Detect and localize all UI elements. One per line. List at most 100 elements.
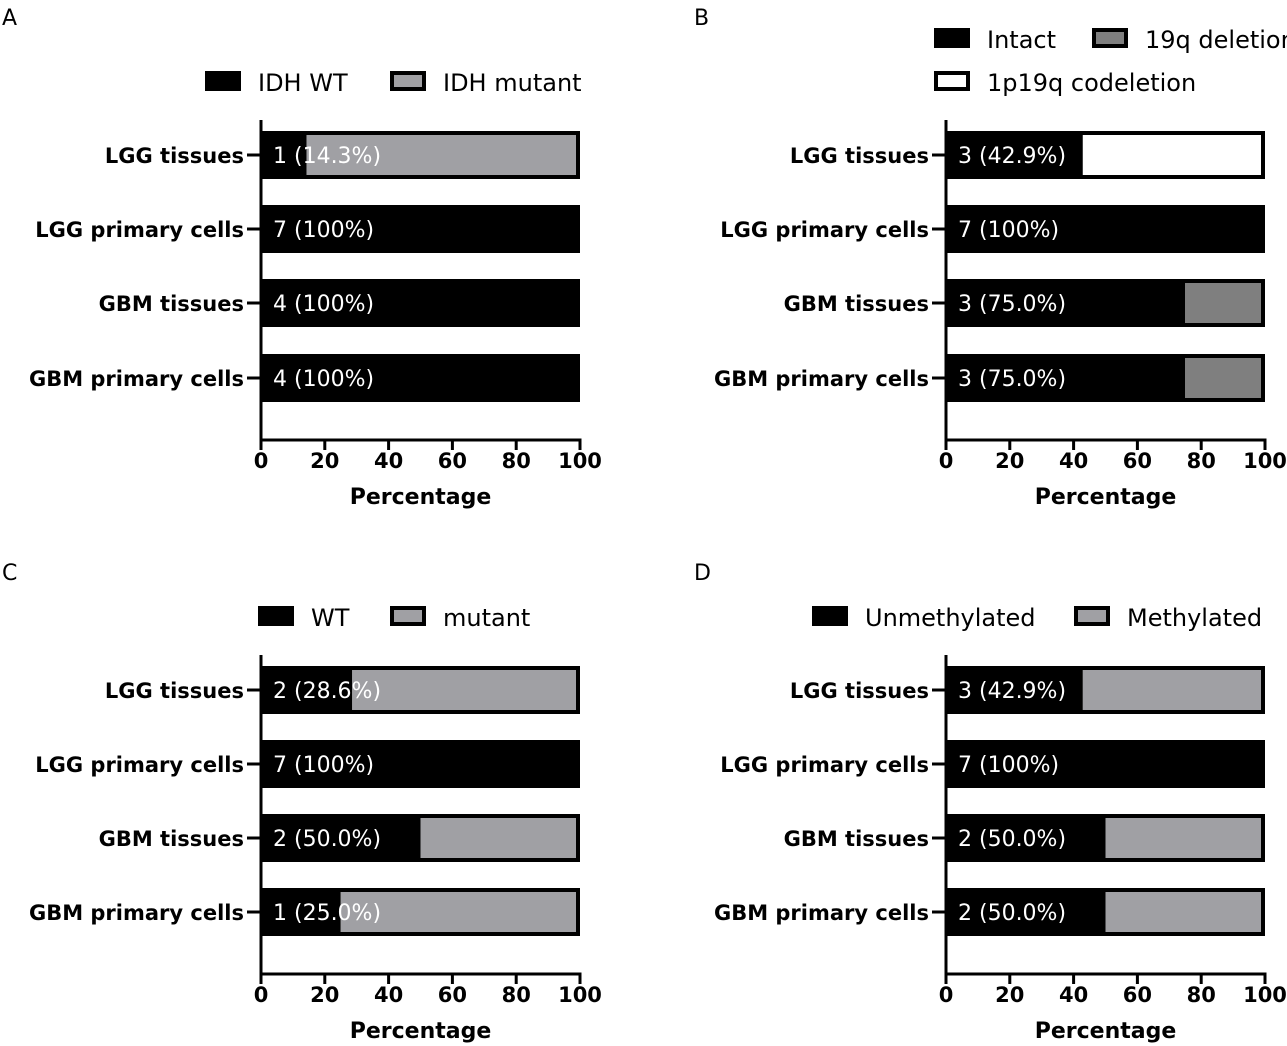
x-tick-label: 40 xyxy=(1059,983,1088,1007)
legend-swatch xyxy=(1074,606,1110,626)
legend-item-19q-deletion: 19q deletion xyxy=(1092,26,1287,54)
bar-segment-idh-wt xyxy=(261,205,580,253)
bar-label: 2 (50.0%) xyxy=(958,901,1066,926)
bar-outline xyxy=(261,131,580,179)
x-tick-label: 20 xyxy=(995,449,1024,473)
bar-label: 7 (100%) xyxy=(273,218,374,243)
legend-swatch xyxy=(1092,28,1128,48)
bar-group-lgg-primary-cells: 7 (100%) LGG primary cells xyxy=(35,205,580,253)
bar-segment-intact xyxy=(946,205,1265,253)
bar-outline xyxy=(946,814,1265,862)
bar-segment-idh-wt xyxy=(261,279,580,327)
x-axis-title: Percentage xyxy=(1035,485,1177,510)
legend-swatch xyxy=(812,606,848,626)
bar-segment-unmethylated xyxy=(946,666,1083,714)
bar-label: 3 (75.0%) xyxy=(958,367,1066,392)
bar-group-lgg-primary-cells: 7 (100%) LGG primary cells xyxy=(720,205,1265,253)
legend-label: WT xyxy=(311,604,350,632)
x-tick-label: 60 xyxy=(438,983,467,1007)
legend-item-idh-mutant: IDH mutant xyxy=(390,69,582,97)
bar-group-lgg-tissues: 2 (28.6%) LGG tissues xyxy=(105,666,580,714)
bar-segment-intact xyxy=(946,354,1186,402)
legend-swatch xyxy=(934,71,970,91)
category-label: LGG primary cells xyxy=(720,218,929,242)
category-label: GBM primary cells xyxy=(29,901,244,925)
bar-outline xyxy=(261,740,580,788)
x-tick-label: 80 xyxy=(502,449,531,473)
bar-segment-mutant xyxy=(420,814,580,862)
category-label: GBM tissues xyxy=(784,292,929,316)
bar-group-gbm-tissues: 2 (50.0%) GBM tissues xyxy=(784,814,1265,862)
x-tick-label: 40 xyxy=(374,449,403,473)
bar-segment-idh-wt xyxy=(261,131,307,179)
bar-segment-mutant xyxy=(340,888,580,936)
bar-outline xyxy=(946,279,1265,327)
panel-letter: C xyxy=(2,561,17,586)
bar-group-gbm-tissues: 4 (100%) GBM tissues xyxy=(99,279,580,327)
x-axis-title: Percentage xyxy=(350,485,492,510)
bar-label: 3 (42.9%) xyxy=(958,679,1066,704)
bar-outline xyxy=(261,354,580,402)
legend-item-intact: Intact xyxy=(934,26,1056,54)
legend-swatch xyxy=(390,606,426,626)
legend-label: 19q deletion xyxy=(1145,26,1287,54)
bar-group-gbm-primary-cells: 2 (50.0%) GBM primary cells xyxy=(714,888,1265,936)
chart-panel-b: B Intact 19q deletion 1p19q codeletion 3 (42… xyxy=(694,6,1287,510)
legend-item-wt: WT xyxy=(258,604,350,632)
bar-segment-intact xyxy=(946,131,1083,179)
bar-label: 3 (75.0%) xyxy=(958,292,1066,317)
legend-item-unmethylated: Unmethylated xyxy=(812,604,1036,632)
chart-panel-d: D Unmethylated Methylated 3 (42.9%) LGG tiss… xyxy=(694,561,1287,1044)
legend-label: 1p19q codeletion xyxy=(987,69,1196,97)
bar-segment-methylated xyxy=(1082,666,1265,714)
bar-label: 3 (42.9%) xyxy=(958,144,1066,169)
bar-label: 1 (14.3%) xyxy=(273,144,381,169)
category-label: LGG tissues xyxy=(790,679,929,703)
bar-label: 4 (100%) xyxy=(273,292,374,317)
bar-group-lgg-tissues: 1 (14.3%) LGG tissues xyxy=(105,131,580,179)
legend-item-mutant: mutant xyxy=(390,604,530,632)
bar-outline xyxy=(261,666,580,714)
bar-segment-1p19q-codeletion xyxy=(1082,131,1265,179)
bar-group-gbm-tissues: 3 (75.0%) GBM tissues xyxy=(784,279,1265,327)
chart-panel-a: A IDH WT IDH mutant 1 (14.3%) LGG tissues 7 (… xyxy=(2,6,602,510)
x-tick-label: 100 xyxy=(1243,983,1287,1007)
panel-letter: A xyxy=(2,6,17,31)
legend-swatch xyxy=(390,71,426,91)
category-label: GBM tissues xyxy=(99,292,244,316)
legend-item-methylated: Methylated xyxy=(1074,604,1262,632)
x-tick-label: 40 xyxy=(1059,449,1088,473)
category-label: LGG tissues xyxy=(105,144,244,168)
x-tick-label: 0 xyxy=(939,449,954,473)
x-tick-label: 80 xyxy=(1187,449,1216,473)
bar-group-lgg-primary-cells: 7 (100%) LGG primary cells xyxy=(35,740,580,788)
bar-outline xyxy=(261,888,580,936)
bar-outline xyxy=(946,131,1265,179)
legend-swatch xyxy=(934,28,970,48)
legend-label: Unmethylated xyxy=(865,604,1036,632)
legend-label: IDH WT xyxy=(258,69,348,97)
bar-label: 7 (100%) xyxy=(958,753,1059,778)
category-label: GBM tissues xyxy=(784,827,929,851)
bar-group-gbm-primary-cells: 4 (100%) GBM primary cells xyxy=(29,354,580,402)
bar-outline xyxy=(946,205,1265,253)
x-axis-title: Percentage xyxy=(1035,1019,1177,1044)
bar-segment-mutant xyxy=(352,666,580,714)
x-tick-label: 60 xyxy=(1123,983,1152,1007)
bar-group-gbm-tissues: 2 (50.0%) GBM tissues xyxy=(99,814,580,862)
bar-label: 2 (50.0%) xyxy=(273,827,381,852)
bar-segment-unmethylated xyxy=(946,740,1265,788)
x-tick-label: 100 xyxy=(558,983,602,1007)
bar-segment-idh-mutant xyxy=(306,131,580,179)
bar-outline xyxy=(946,740,1265,788)
bar-outline xyxy=(946,354,1265,402)
x-axis-title: Percentage xyxy=(350,1019,492,1044)
bar-segment-intact xyxy=(946,279,1186,327)
category-label: LGG primary cells xyxy=(720,753,929,777)
x-tick-label: 100 xyxy=(1243,449,1287,473)
bar-group-lgg-primary-cells: 7 (100%) LGG primary cells xyxy=(720,740,1265,788)
category-label: LGG tissues xyxy=(105,679,244,703)
bar-label: 1 (25.0%) xyxy=(273,901,381,926)
bar-outline xyxy=(946,666,1265,714)
